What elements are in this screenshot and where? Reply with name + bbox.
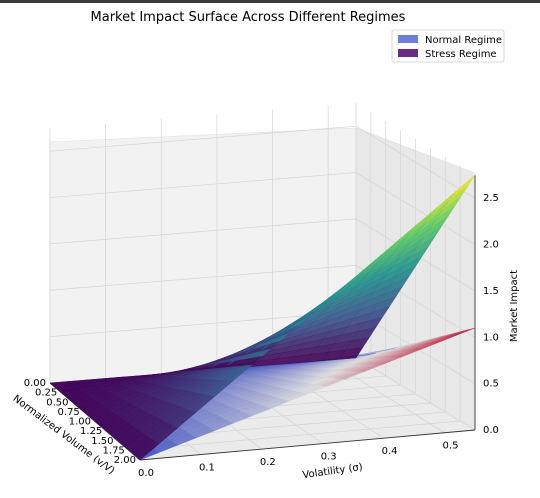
y-tick-label: 1.00 xyxy=(69,417,91,428)
x-tick-label: 0.3 xyxy=(321,452,337,463)
z-tick-label: 1.5 xyxy=(483,286,499,297)
y-tick-label: 0.50 xyxy=(46,397,68,408)
y-tick-label: 2.00 xyxy=(114,455,136,466)
z-tick-label: 1.0 xyxy=(483,332,499,343)
y-tick-label: 0.25 xyxy=(35,388,57,399)
window-top-border xyxy=(0,0,540,3)
y-tick-label: 1.50 xyxy=(91,436,113,447)
chart-title: Market Impact Surface Across Different R… xyxy=(91,10,406,25)
z-tick-label: 2.0 xyxy=(483,240,499,251)
x-tick-label: 0.0 xyxy=(138,468,154,479)
x-tick-label: 0.1 xyxy=(199,463,215,474)
legend-label-stress: Stress Regime xyxy=(425,49,497,60)
surface-stress-regime xyxy=(49,174,476,461)
y-tick-label: 0.00 xyxy=(24,378,46,389)
legend: Normal Regime Stress Regime xyxy=(391,29,505,63)
z-axis-label: Market Impact xyxy=(509,270,520,342)
tick-labels: 0.0 0.1 0.2 0.3 0.4 0.50.000.250.500.751.001.… xyxy=(24,193,499,479)
legend-swatch-stress xyxy=(398,49,418,57)
y-tick-label: 1.75 xyxy=(103,445,125,456)
legend-swatch-normal xyxy=(398,35,418,43)
legend-box xyxy=(391,29,505,63)
x-axis-label: Volatility (σ) xyxy=(302,462,364,481)
x-tick-label: 0.2 xyxy=(260,457,276,468)
surfaces xyxy=(49,174,476,461)
y-tick-label: 0.75 xyxy=(58,407,80,418)
z-tick-label: 0.0 xyxy=(483,425,499,436)
x-tick-label: 0.4 xyxy=(382,446,398,457)
legend-label-normal: Normal Regime xyxy=(425,35,502,46)
x-tick-label: 0.5 xyxy=(443,441,459,452)
surface-patch xyxy=(134,440,160,461)
z-tick-label: 2.5 xyxy=(483,193,499,204)
y-tick-label: 1.25 xyxy=(80,426,102,437)
z-tick-label: 0.5 xyxy=(483,379,499,390)
